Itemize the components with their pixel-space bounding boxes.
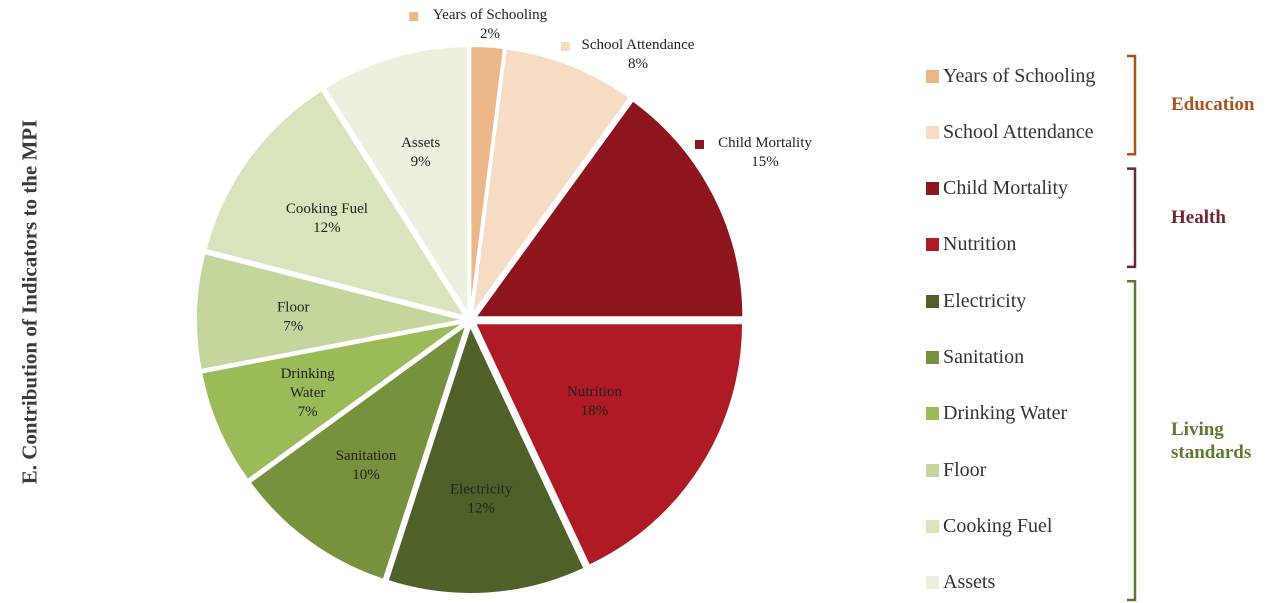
- data-label-swatch-school-attendance: [560, 42, 570, 51]
- pie-slice-nutrition: [473, 322, 745, 568]
- pie-slice-electricity: [386, 323, 586, 595]
- legend-swatch: [926, 519, 939, 533]
- legend-item-cooking-fuel: Cooking Fuel: [926, 511, 1052, 541]
- group-label-education: Education: [1171, 94, 1255, 116]
- data-label-sanitation: Sanitation 10%: [336, 448, 397, 483]
- legend-label: Electricity: [943, 289, 1027, 312]
- data-label-years-of-schooling: Years of Schooling 2%: [433, 7, 548, 42]
- data-label-electricity: Electricity 12%: [450, 482, 513, 517]
- legend-swatch: [926, 463, 939, 477]
- data-label-floor: Floor 7%: [277, 299, 310, 334]
- data-label-assets: Assets 9%: [401, 135, 440, 170]
- legend-label: School Attendance: [943, 120, 1094, 143]
- legend-item-floor: Floor: [926, 455, 986, 485]
- group-label-living-standards: Living standards: [1171, 418, 1252, 463]
- legend-label: Drinking Water: [943, 402, 1068, 425]
- pie-slice-child-mortality: [473, 99, 745, 319]
- legend-swatch: [926, 351, 939, 364]
- pie-slice-drinking-water: [200, 321, 466, 482]
- legend-swatch: [926, 407, 939, 421]
- data-label-child-mortality: Child Mortality 15%: [718, 135, 812, 170]
- legend-swatch: [926, 294, 939, 308]
- group-label-health: Health: [1171, 206, 1226, 228]
- pie-slice-floor: [195, 251, 465, 372]
- legend-item-electricity: Electricity: [926, 286, 1026, 316]
- legend-item-assets: Assets: [926, 568, 995, 598]
- legend-item-child-mortality: Child Mortality: [926, 174, 1068, 204]
- legend-label: Nutrition: [943, 233, 1017, 256]
- legend-label: Floor: [943, 458, 987, 481]
- data-label-cooking-fuel: Cooking Fuel 12%: [286, 201, 368, 236]
- data-label-nutrition: Nutrition 18%: [567, 384, 622, 419]
- legend-item-nutrition: Nutrition: [926, 230, 1016, 260]
- data-label-school-attendance: School Attendance 8%: [582, 37, 695, 72]
- legend-item-years-of-schooling: Years of Schooling: [926, 61, 1095, 91]
- data-label-drinking-water: Drinking Water 7%: [281, 366, 336, 420]
- pie-slice-school-attendance: [471, 47, 632, 316]
- pie-slice-years-of-schooling: [469, 45, 506, 315]
- pie-slice-assets: [323, 45, 470, 318]
- legend-item-school-attendance: School Attendance: [926, 117, 1094, 147]
- data-label-swatch-child-mortality: [695, 140, 704, 149]
- group-bracket-education: [1127, 54, 1137, 156]
- legend-swatch: [926, 69, 939, 83]
- legend-swatch: [926, 576, 939, 590]
- group-bracket-living-standards: [1127, 279, 1137, 602]
- legend-item-drinking-water: Drinking Water: [926, 399, 1067, 429]
- legend-label: Sanitation: [943, 346, 1025, 368]
- data-label-swatch-years-of-schooling: [409, 12, 419, 21]
- pie-slice-sanitation: [248, 322, 469, 581]
- legend-label: Years of Schooling: [943, 64, 1096, 87]
- legend-swatch: [926, 238, 939, 252]
- legend-swatch: [926, 182, 939, 196]
- legend-swatch: [926, 125, 939, 139]
- legend-label: Cooking Fuel: [943, 514, 1053, 537]
- legend-label: Assets: [943, 571, 996, 594]
- legend-item-sanitation: Sanitation: [926, 343, 1024, 373]
- legend-label: Child Mortality: [943, 177, 1068, 200]
- group-bracket-health: [1127, 167, 1137, 269]
- pie-slice-cooking-fuel: [204, 88, 468, 319]
